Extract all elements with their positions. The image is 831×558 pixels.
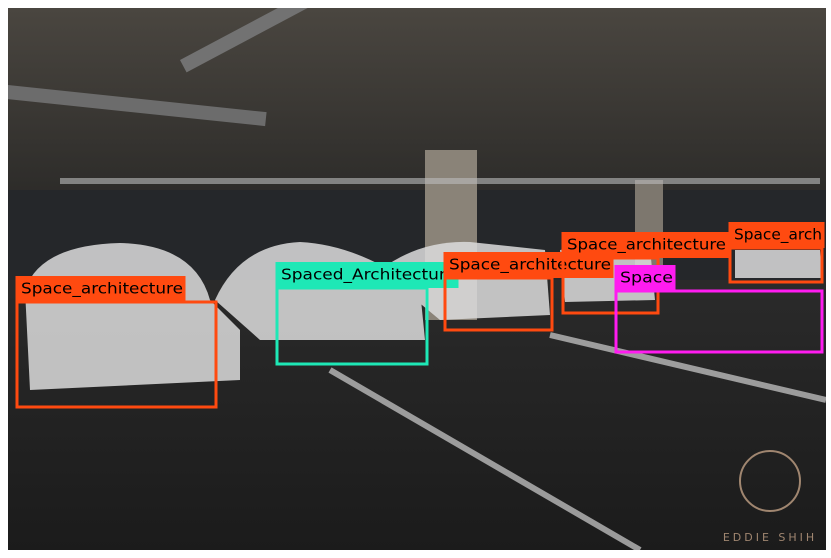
photo-pipe <box>8 85 267 127</box>
detection-label: Space_arch <box>734 226 822 245</box>
label-background <box>275 262 459 288</box>
detection-label: Space <box>620 269 673 287</box>
watermark-logo <box>739 450 801 512</box>
detection-label: Spaced_Architecture <box>281 266 456 285</box>
detection-label: Space_architecture <box>449 256 611 275</box>
label-background <box>561 232 729 258</box>
label-background <box>728 222 825 248</box>
photo-light-strip <box>60 178 820 184</box>
label-background <box>614 265 676 291</box>
photo <box>8 8 826 550</box>
detection-label: Space_architecture <box>567 236 726 255</box>
watermark: EDDIE SHIH <box>723 531 817 544</box>
photo-pipe <box>179 8 558 73</box>
label-background <box>15 276 186 302</box>
photo-floor-lines <box>328 332 826 550</box>
detection-box <box>614 289 824 354</box>
detection-label: Space_architecture <box>21 280 183 299</box>
